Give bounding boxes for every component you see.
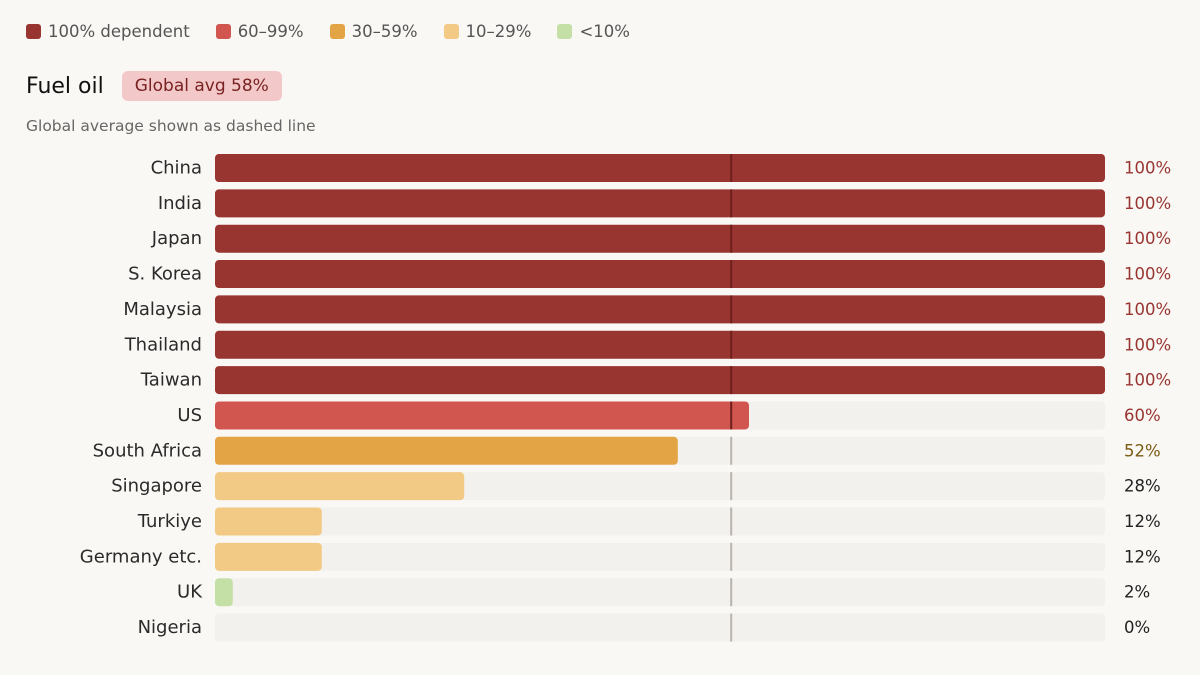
legend-swatch-60-99 bbox=[215, 24, 231, 39]
category-label-china: China bbox=[151, 158, 202, 179]
category-label-s-korea: S. Korea bbox=[128, 264, 202, 285]
bar-malaysia bbox=[215, 295, 1105, 324]
bar-japan bbox=[215, 224, 1105, 253]
value-label-nigeria: 0% bbox=[1124, 618, 1150, 637]
value-label-japan: 100% bbox=[1124, 229, 1171, 248]
category-label-uk: UK bbox=[177, 582, 203, 603]
value-label-malaysia: 100% bbox=[1124, 300, 1171, 319]
bar-uk bbox=[215, 578, 233, 607]
bar-china bbox=[215, 154, 1105, 182]
legend-label-30-59: 30–59% bbox=[351, 22, 418, 41]
legend-item-100: 100% dependent bbox=[26, 22, 190, 41]
value-label-turkiye: 12% bbox=[1124, 512, 1161, 531]
bar-track-uk bbox=[215, 578, 1105, 607]
category-label-japan: Japan bbox=[151, 228, 202, 249]
bar-taiwan bbox=[215, 366, 1105, 395]
value-label-china: 100% bbox=[1124, 159, 1171, 178]
legend-label-100: 100% dependent bbox=[48, 22, 190, 41]
bar-germany-etc bbox=[215, 542, 322, 571]
bar-us bbox=[215, 401, 749, 430]
legend-swatch-30-59 bbox=[329, 24, 345, 39]
bar-india bbox=[215, 189, 1105, 218]
category-label-us: US bbox=[177, 405, 202, 426]
bar-track-germany-etc bbox=[215, 542, 1105, 571]
legend-item-60-99: 60–99% bbox=[215, 22, 304, 41]
bar-s-korea bbox=[215, 260, 1105, 289]
category-label-india: India bbox=[158, 193, 202, 214]
value-label-uk: 2% bbox=[1124, 583, 1150, 602]
category-label-taiwan: Taiwan bbox=[140, 370, 202, 391]
value-label-s-korea: 100% bbox=[1124, 265, 1171, 284]
bar-thailand bbox=[215, 330, 1105, 359]
value-label-south-africa: 52% bbox=[1124, 441, 1161, 460]
chart-title: Fuel oil bbox=[26, 73, 104, 99]
value-label-us: 60% bbox=[1124, 406, 1161, 425]
category-label-malaysia: Malaysia bbox=[123, 299, 202, 320]
bar-track-turkiye bbox=[215, 507, 1105, 536]
bar-turkiye bbox=[215, 507, 322, 536]
legend-item-30-59: 30–59% bbox=[329, 22, 418, 41]
global-avg-badge: Global avg 58% bbox=[121, 71, 282, 101]
legend-label-under-10: <10% bbox=[579, 22, 630, 41]
category-label-germany-etc: Germany etc. bbox=[80, 546, 202, 567]
category-label-turkiye: Turkiye bbox=[137, 511, 202, 532]
legend-swatch-100 bbox=[26, 24, 41, 39]
chart-subtitle: Global average shown as dashed line bbox=[26, 117, 316, 135]
legend: 100% dependent 60–99% 30–59% 10–29% <10% bbox=[26, 22, 656, 41]
title-row: Fuel oil Global avg 58% bbox=[26, 71, 282, 101]
category-label-singapore: Singapore bbox=[111, 476, 202, 497]
value-label-singapore: 28% bbox=[1124, 477, 1161, 496]
legend-swatch-under-10 bbox=[557, 24, 573, 39]
category-label-nigeria: Nigeria bbox=[138, 617, 202, 638]
legend-item-10-29: 10–29% bbox=[443, 22, 532, 41]
value-label-germany-etc: 12% bbox=[1124, 547, 1161, 566]
bar-south-africa bbox=[215, 436, 678, 465]
value-label-thailand: 100% bbox=[1124, 335, 1171, 354]
value-label-india: 100% bbox=[1124, 194, 1171, 213]
bar-track-nigeria bbox=[215, 613, 1105, 642]
legend-swatch-10-29 bbox=[443, 24, 459, 39]
bar-singapore bbox=[215, 472, 465, 501]
legend-label-10-29: 10–29% bbox=[465, 22, 532, 41]
value-label-taiwan: 100% bbox=[1124, 371, 1171, 390]
category-label-thailand: Thailand bbox=[124, 334, 202, 355]
legend-item-under-10: <10% bbox=[557, 22, 630, 41]
category-label-south-africa: South Africa bbox=[93, 440, 202, 461]
legend-label-60-99: 60–99% bbox=[237, 22, 304, 41]
